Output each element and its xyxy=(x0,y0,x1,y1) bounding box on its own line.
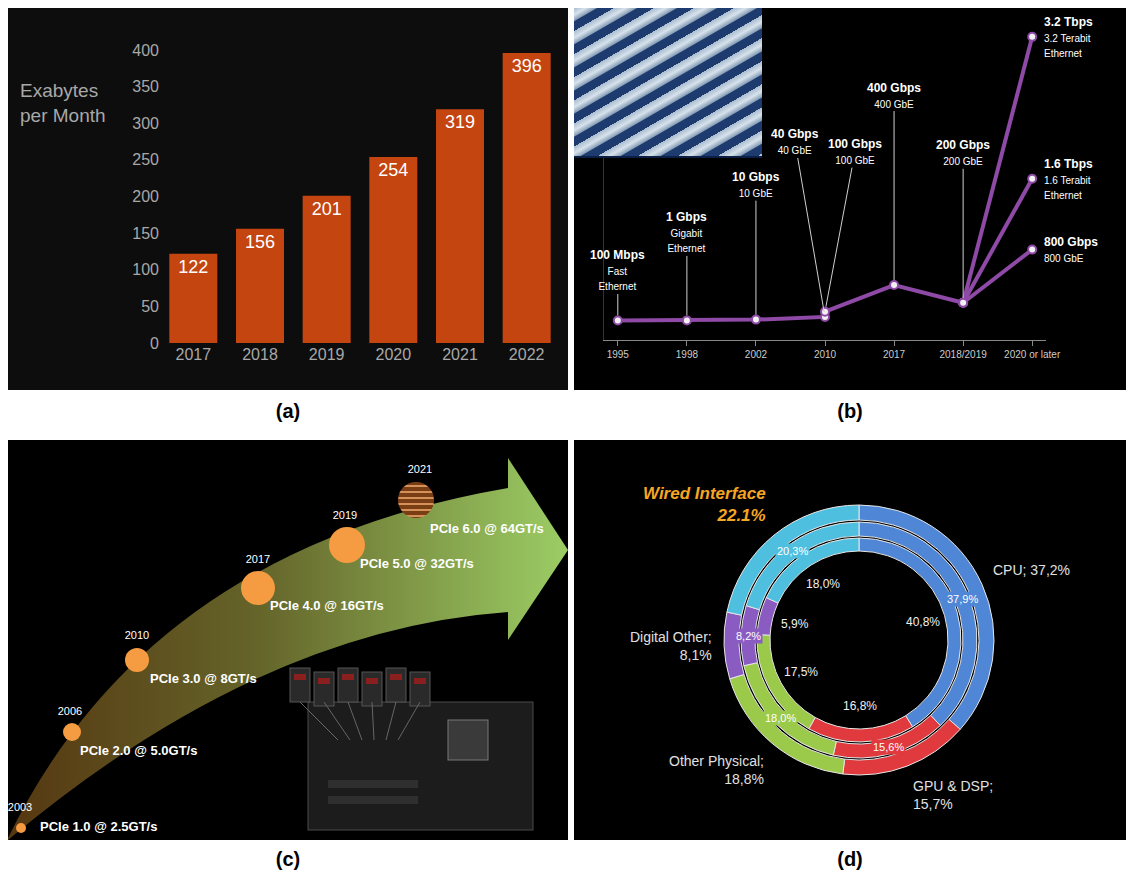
svg-text:2020: 2020 xyxy=(376,346,412,363)
html-text:(b): (b) xyxy=(837,400,863,422)
html-text:(a): (a) xyxy=(275,400,301,422)
svg-text:PCIe 1.0 @ 2.5GT/s: PCIe 1.0 @ 2.5GT/s xyxy=(40,819,157,834)
svg-text:2017: 2017 xyxy=(883,349,906,360)
svg-text:PCIe 2.0 @ 5.0GT/s: PCIe 2.0 @ 5.0GT/s xyxy=(80,743,197,758)
svg-text:200 Gbps200 GbE: 200 Gbps200 GbE xyxy=(936,138,990,167)
svg-text:2022: 2022 xyxy=(509,346,545,363)
svg-text:2020 or later: 2020 or later xyxy=(1004,349,1061,360)
svg-text:2019: 2019 xyxy=(333,509,357,521)
svg-text:400: 400 xyxy=(132,42,159,59)
svg-text:18,0%: 18,0% xyxy=(806,577,840,591)
svg-text:2017: 2017 xyxy=(176,346,212,363)
svg-text:201: 201 xyxy=(312,199,342,219)
svg-text:122: 122 xyxy=(178,257,208,277)
svg-text:CPU; 37,2%: CPU; 37,2% xyxy=(993,562,1070,578)
svg-text:16,8%: 16,8% xyxy=(843,699,877,713)
svg-text:18,0%: 18,0% xyxy=(765,712,796,724)
svg-text:1998: 1998 xyxy=(676,349,699,360)
svg-text:37,9%: 37,9% xyxy=(947,593,978,605)
svg-text:2006: 2006 xyxy=(58,705,82,717)
svg-text:8,2%: 8,2% xyxy=(736,630,761,642)
svg-text:50: 50 xyxy=(141,298,159,315)
svg-text:100 MbpsFastEthernet: 100 MbpsFastEthernet xyxy=(590,248,645,292)
svg-text:2010: 2010 xyxy=(125,629,149,641)
html-text:(c): (c) xyxy=(275,848,301,870)
svg-text:254: 254 xyxy=(378,160,408,180)
svg-text:150: 150 xyxy=(132,225,159,242)
svg-text:2019: 2019 xyxy=(309,346,345,363)
svg-text:5,9%: 5,9% xyxy=(781,617,809,631)
svg-text:Other Physical;18,8%: Other Physical;18,8% xyxy=(669,753,764,787)
svg-text:1 GbpsGigabitEthernet: 1 GbpsGigabitEthernet xyxy=(666,210,707,254)
svg-text:40 Gbps40 GbE: 40 Gbps40 GbE xyxy=(771,127,819,156)
svg-text:2021: 2021 xyxy=(442,346,478,363)
svg-text:100: 100 xyxy=(132,261,159,278)
svg-text:10 Gbps10 GbE: 10 Gbps10 GbE xyxy=(732,170,780,199)
svg-text:2002: 2002 xyxy=(745,349,768,360)
svg-text:Exabytesper Month: Exabytesper Month xyxy=(20,80,106,126)
svg-text:400 Gbps400 GbE: 400 Gbps400 GbE xyxy=(867,81,921,110)
svg-text:20,3%: 20,3% xyxy=(777,545,808,557)
svg-text:396: 396 xyxy=(512,56,542,76)
svg-text:0: 0 xyxy=(150,335,159,352)
svg-text:Digital Other;8,1%: Digital Other;8,1% xyxy=(630,629,712,663)
svg-text:17,5%: 17,5% xyxy=(784,665,818,679)
svg-text:2010: 2010 xyxy=(814,349,837,360)
svg-text:2017: 2017 xyxy=(246,553,270,565)
svg-text:3.2 Tbps3.2 TerabitEthernet: 3.2 Tbps3.2 TerabitEthernet xyxy=(1044,15,1093,59)
svg-text:300: 300 xyxy=(132,115,159,132)
svg-text:156: 156 xyxy=(245,232,275,252)
svg-text:350: 350 xyxy=(132,78,159,95)
svg-text:1.6 Tbps1.6 TerabitEthernet: 1.6 Tbps1.6 TerabitEthernet xyxy=(1044,157,1093,201)
svg-text:2003: 2003 xyxy=(8,801,32,813)
svg-text:40,8%: 40,8% xyxy=(906,615,940,629)
svg-text:250: 250 xyxy=(132,151,159,168)
svg-text:PCIe 6.0 @ 64GT/s: PCIe 6.0 @ 64GT/s xyxy=(430,521,544,536)
svg-text:2018: 2018 xyxy=(242,346,278,363)
svg-text:Wired Interface22.1%: Wired Interface22.1% xyxy=(643,484,766,525)
html-text:(d): (d) xyxy=(837,848,863,870)
svg-text:319: 319 xyxy=(445,112,475,132)
svg-text:15,6%: 15,6% xyxy=(873,741,904,753)
svg-text:2021: 2021 xyxy=(408,463,432,475)
svg-text:GPU & DSP;15,7%: GPU & DSP;15,7% xyxy=(913,778,993,812)
svg-text:200: 200 xyxy=(132,188,159,205)
svg-text:1995: 1995 xyxy=(607,349,630,360)
svg-text:PCIe 5.0 @ 32GT/s: PCIe 5.0 @ 32GT/s xyxy=(360,556,474,571)
svg-text:100 Gbps100 GbE: 100 Gbps100 GbE xyxy=(828,137,882,166)
svg-text:2018/2019: 2018/2019 xyxy=(939,349,987,360)
svg-text:800 Gbps800 GbE: 800 Gbps800 GbE xyxy=(1044,235,1098,264)
svg-text:PCIe 4.0 @ 16GT/s: PCIe 4.0 @ 16GT/s xyxy=(270,598,384,613)
svg-text:PCIe 3.0 @ 8GT/s: PCIe 3.0 @ 8GT/s xyxy=(150,671,257,686)
